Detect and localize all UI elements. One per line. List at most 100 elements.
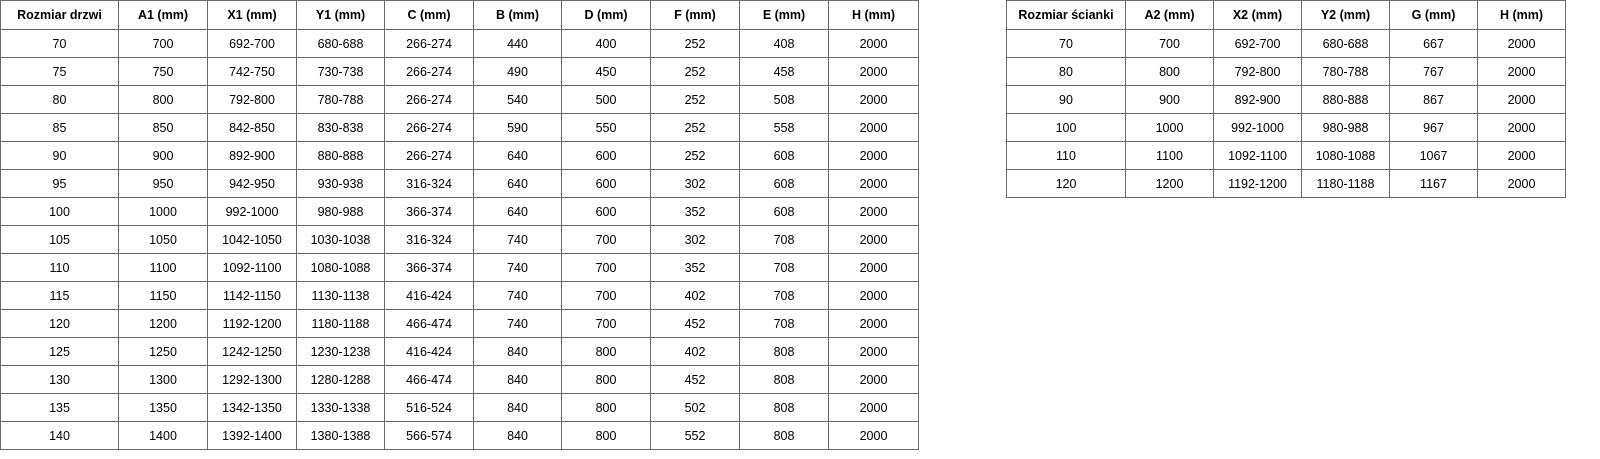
table-cell: 892-900 — [1213, 85, 1302, 114]
table-cell: 692-700 — [207, 29, 297, 58]
table-cell: 2000 — [1477, 141, 1566, 170]
table-cell: 1392-1400 — [207, 421, 297, 450]
table-cell: 1092-1100 — [1213, 141, 1302, 170]
table-cell: 252 — [650, 85, 740, 114]
table-row: 90 900 892-900 880-888 266-274 640 600 252 608 20… — [0, 141, 919, 170]
table-row: 100 1000 992-1000 980-988 967 2000 — [1006, 113, 1566, 142]
table-cell: 950 — [118, 169, 208, 198]
table-cell: 2000 — [1477, 29, 1566, 58]
table-cell: 1180-1188 — [296, 309, 385, 338]
table-row: 70 700 692-700 680-688 667 2000 — [1006, 29, 1566, 58]
table-cell: 792-800 — [1213, 57, 1302, 86]
column-header: G (mm) — [1389, 0, 1478, 30]
table-cell: 640 — [473, 169, 562, 198]
table-row: 120 1200 1192-1200 1180-1188 466-474 740 700 45… — [0, 309, 919, 338]
table-row: 110 1100 1092-1100 1080-1088 366-374 740 700 35… — [0, 253, 919, 282]
table-cell: 466-474 — [384, 309, 474, 338]
table-cell: 440 — [473, 29, 562, 58]
column-header: C (mm) — [384, 0, 474, 30]
table-cell: 2000 — [828, 197, 919, 226]
table-cell: 316-324 — [384, 169, 474, 198]
table-cell: 266-274 — [384, 113, 474, 142]
table-cell: 740 — [473, 281, 562, 310]
table-cell: 930-938 — [296, 169, 385, 198]
table-cell: 125 — [0, 337, 119, 366]
table-cell: 1080-1088 — [296, 253, 385, 282]
table-cell: 1030-1038 — [296, 225, 385, 254]
column-header: Rozmiar ścianki — [1006, 0, 1126, 30]
table-cell: 1330-1338 — [296, 393, 385, 422]
table-cell: 1080-1088 — [1301, 141, 1390, 170]
table-cell: 667 — [1389, 29, 1478, 58]
table-cell: 808 — [739, 393, 829, 422]
wall-dimensions-table: Rozmiar ścianki A2 (mm) X2 (mm) Y2 (mm) G (m… — [1006, 0, 1566, 198]
table-cell: 400 — [561, 29, 651, 58]
table-cell: 2000 — [828, 393, 919, 422]
table-cell: 600 — [561, 169, 651, 198]
table-cell: 352 — [650, 197, 740, 226]
table-cell: 2000 — [1477, 113, 1566, 142]
table-row: 105 1050 1042-1050 1030-1038 316-324 740 700 30… — [0, 225, 919, 254]
table-cell: 740 — [473, 309, 562, 338]
table-cell: 700 — [561, 281, 651, 310]
table-cell: 980-988 — [296, 197, 385, 226]
table-cell: 316-324 — [384, 225, 474, 254]
table-cell: 140 — [0, 421, 119, 450]
table-cell: 880-888 — [296, 141, 385, 170]
table-row: 80 800 792-800 780-788 767 2000 — [1006, 57, 1566, 86]
table-cell: 792-800 — [207, 85, 297, 114]
table-cell: 830-838 — [296, 113, 385, 142]
table-cell: 780-788 — [296, 85, 385, 114]
table-cell: 800 — [561, 337, 651, 366]
table-cell: 767 — [1389, 57, 1478, 86]
table-cell: 2000 — [828, 225, 919, 254]
table-cell: 352 — [650, 253, 740, 282]
table-cell: 366-374 — [384, 253, 474, 282]
column-header: F (mm) — [650, 0, 740, 30]
table-cell: 566-574 — [384, 421, 474, 450]
table-cell: 100 — [0, 197, 119, 226]
table-cell: 700 — [561, 253, 651, 282]
table-row: 95 950 942-950 930-938 316-324 640 600 302 608 20… — [0, 169, 919, 198]
table-cell: 708 — [739, 225, 829, 254]
table-cell: 900 — [1125, 85, 1214, 114]
table-cell: 640 — [473, 141, 562, 170]
table-row: 75 750 742-750 730-738 266-274 490 450 252 458 20… — [0, 57, 919, 86]
table-header: Rozmiar drzwi A1 (mm) X1 (mm) Y1 (mm) C (mm)… — [0, 0, 919, 30]
table-cell: 840 — [473, 337, 562, 366]
table-cell: 266-274 — [384, 141, 474, 170]
table-cell: 850 — [118, 113, 208, 142]
table-cell: 302 — [650, 169, 740, 198]
table-cell: 1230-1238 — [296, 337, 385, 366]
table-cell: 742-750 — [207, 57, 297, 86]
table-cell: 105 — [0, 225, 119, 254]
table-cell: 366-374 — [384, 197, 474, 226]
table-cell: 2000 — [828, 57, 919, 86]
table-cell: 1100 — [1125, 141, 1214, 170]
table-cell: 1300 — [118, 365, 208, 394]
table-cell: 452 — [650, 365, 740, 394]
table-cell: 1142-1150 — [207, 281, 297, 310]
table-body: 70 700 692-700 680-688 266-274 440 400 252 408 20… — [0, 29, 919, 450]
table-cell: 590 — [473, 113, 562, 142]
table-cell: 252 — [650, 141, 740, 170]
table-row: 115 1150 1142-1150 1130-1138 416-424 740 700 40… — [0, 281, 919, 310]
table-cell: 130 — [0, 365, 119, 394]
table-cell: 1092-1100 — [207, 253, 297, 282]
table-cell: 1280-1288 — [296, 365, 385, 394]
table-cell: 992-1000 — [1213, 113, 1302, 142]
table-cell: 1000 — [118, 197, 208, 226]
table-cell: 2000 — [828, 337, 919, 366]
table-cell: 450 — [561, 57, 651, 86]
table-cell: 840 — [473, 393, 562, 422]
table-cell: 1242-1250 — [207, 337, 297, 366]
table-cell: 416-424 — [384, 337, 474, 366]
table-row: 70 700 692-700 680-688 266-274 440 400 252 408 20… — [0, 29, 919, 58]
table-cell: 1180-1188 — [1301, 169, 1390, 198]
column-header: D (mm) — [561, 0, 651, 30]
table-cell: 95 — [0, 169, 119, 198]
table-cell: 2000 — [828, 169, 919, 198]
column-header: A2 (mm) — [1125, 0, 1214, 30]
column-header: Y1 (mm) — [296, 0, 385, 30]
table-row: 135 1350 1342-1350 1330-1338 516-524 840 800 50… — [0, 393, 919, 422]
